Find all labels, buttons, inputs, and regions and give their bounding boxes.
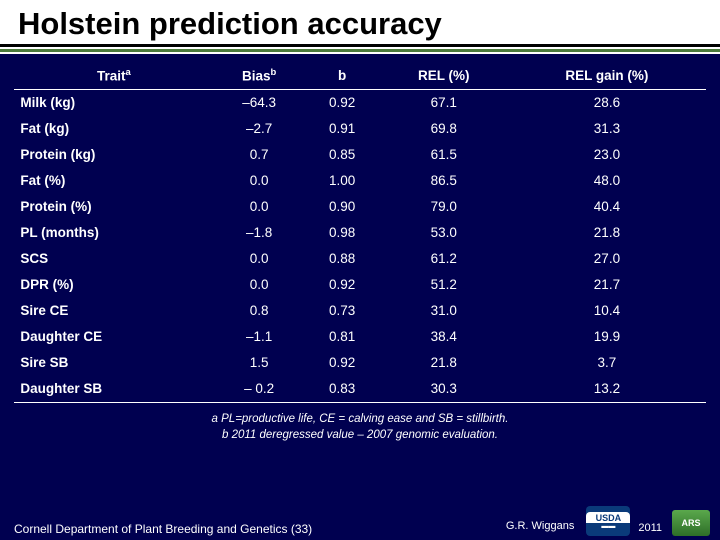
value-cell: 79.0 [379, 194, 508, 220]
table-row: Protein (kg)0.70.8561.523.0 [14, 142, 705, 168]
trait-cell: Sire CE [14, 298, 213, 324]
value-cell: 0.83 [305, 376, 379, 403]
footer-left: Cornell Department of Plant Breeding and… [14, 522, 312, 536]
table-row: Sire SB1.50.9221.83.7 [14, 350, 705, 376]
value-cell: 0.92 [305, 89, 379, 116]
trait-cell: Daughter CE [14, 324, 213, 350]
value-cell: 0.81 [305, 324, 379, 350]
table-row: Daughter CE–1.10.8138.419.9 [14, 324, 705, 350]
value-cell: 31.3 [508, 116, 705, 142]
table-header-row: Traita Biasb b REL (%) REL gain (%) [14, 62, 705, 89]
col-b: b [305, 62, 379, 89]
footnotes: a PL=productive life, CE = calving ease … [0, 411, 720, 443]
table-row: Fat (%)0.01.0086.548.0 [14, 168, 705, 194]
value-cell: 69.8 [379, 116, 508, 142]
ars-logo: ARS [672, 510, 710, 536]
value-cell: 0.85 [305, 142, 379, 168]
value-cell: 0.8 [213, 298, 305, 324]
page-title: Holstein prediction accuracy [0, 0, 720, 47]
value-cell: 0.0 [213, 194, 305, 220]
value-cell: 21.8 [379, 350, 508, 376]
title-area: Holstein prediction accuracy [0, 0, 720, 54]
value-cell: 0.98 [305, 220, 379, 246]
value-cell: 1.00 [305, 168, 379, 194]
value-cell: – 0.2 [213, 376, 305, 403]
col-bias: Biasb [213, 62, 305, 89]
value-cell: 38.4 [379, 324, 508, 350]
value-cell: 21.8 [508, 220, 705, 246]
value-cell: –2.7 [213, 116, 305, 142]
table-row: Protein (%)0.00.9079.040.4 [14, 194, 705, 220]
footer: Cornell Department of Plant Breeding and… [14, 506, 710, 536]
trait-cell: Sire SB [14, 350, 213, 376]
value-cell: 0.92 [305, 350, 379, 376]
trait-cell: Fat (%) [14, 168, 213, 194]
trait-cell: SCS [14, 246, 213, 272]
value-cell: 0.0 [213, 246, 305, 272]
value-cell: 0.90 [305, 194, 379, 220]
value-cell: 0.7 [213, 142, 305, 168]
value-cell: –64.3 [213, 89, 305, 116]
trait-cell: Fat (kg) [14, 116, 213, 142]
footnote-b: b 2011 deregressed value – 2007 genomic … [0, 427, 720, 443]
trait-cell: Protein (%) [14, 194, 213, 220]
table-row: Daughter SB– 0.20.8330.313.2 [14, 376, 705, 403]
value-cell: 27.0 [508, 246, 705, 272]
value-cell: 31.0 [379, 298, 508, 324]
usda-text: USDA [586, 512, 630, 524]
value-cell: 1.5 [213, 350, 305, 376]
table-row: Milk (kg)–64.30.9267.128.6 [14, 89, 705, 116]
value-cell: 28.6 [508, 89, 705, 116]
value-cell: –1.8 [213, 220, 305, 246]
value-cell: 51.2 [379, 272, 508, 298]
footer-right: G.R. Wiggans USDA ▬▬ 2011 ARS [506, 506, 710, 536]
table-row: PL (months)–1.80.9853.021.8 [14, 220, 705, 246]
usda-logo: USDA ▬▬ [586, 506, 630, 536]
value-cell: 0.0 [213, 168, 305, 194]
value-cell: 21.7 [508, 272, 705, 298]
value-cell: 10.4 [508, 298, 705, 324]
title-underline [0, 49, 720, 52]
value-cell: 61.2 [379, 246, 508, 272]
value-cell: 40.4 [508, 194, 705, 220]
value-cell: 30.3 [379, 376, 508, 403]
table-row: Sire CE0.80.7331.010.4 [14, 298, 705, 324]
value-cell: 19.9 [508, 324, 705, 350]
value-cell: 3.7 [508, 350, 705, 376]
value-cell: 0.92 [305, 272, 379, 298]
value-cell: 13.2 [508, 376, 705, 403]
table-row: DPR (%)0.00.9251.221.7 [14, 272, 705, 298]
value-cell: 0.91 [305, 116, 379, 142]
col-trait: Traita [14, 62, 213, 89]
trait-cell: Daughter SB [14, 376, 213, 403]
year-label: 2011 [638, 522, 662, 536]
value-cell: 0.73 [305, 298, 379, 324]
col-relgain: REL gain (%) [508, 62, 705, 89]
value-cell: 53.0 [379, 220, 508, 246]
footnote-a: a PL=productive life, CE = calving ease … [0, 411, 720, 427]
author-name: G.R. Wiggans [506, 520, 574, 536]
value-cell: 23.0 [508, 142, 705, 168]
table-row: SCS0.00.8861.227.0 [14, 246, 705, 272]
trait-cell: PL (months) [14, 220, 213, 246]
trait-cell: Protein (kg) [14, 142, 213, 168]
value-cell: –1.1 [213, 324, 305, 350]
trait-cell: Milk (kg) [14, 89, 213, 116]
value-cell: 61.5 [379, 142, 508, 168]
value-cell: 48.0 [508, 168, 705, 194]
value-cell: 86.5 [379, 168, 508, 194]
table-row: Fat (kg)–2.70.9169.831.3 [14, 116, 705, 142]
value-cell: 0.0 [213, 272, 305, 298]
value-cell: 67.1 [379, 89, 508, 116]
trait-cell: DPR (%) [14, 272, 213, 298]
col-rel: REL (%) [379, 62, 508, 89]
value-cell: 0.88 [305, 246, 379, 272]
accuracy-table: Traita Biasb b REL (%) REL gain (%) Milk… [14, 62, 705, 403]
